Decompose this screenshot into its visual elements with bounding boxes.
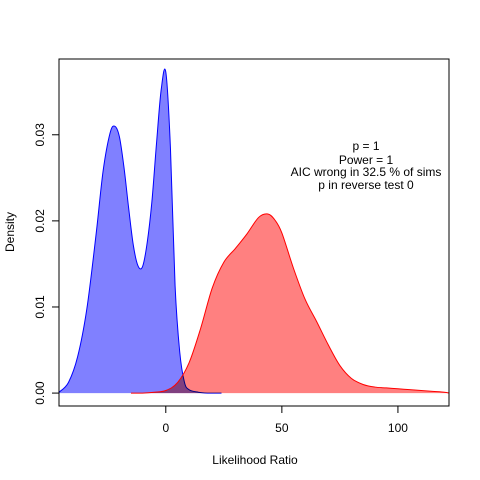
annotation-reverse-test: p in reverse test 0 — [318, 178, 414, 192]
annotation-power: Power = 1 — [339, 153, 394, 167]
y-tick-label: 0.01 — [33, 295, 47, 319]
x-tick-label: 100 — [388, 421, 408, 435]
annotation-block: p = 1 Power = 1 AIC wrong in 32.5 % of s… — [291, 139, 442, 192]
x-tick-label: 50 — [275, 421, 289, 435]
y-axis: 0.00 0.01 0.02 0.03 — [33, 123, 59, 405]
density-area-1 — [59, 68, 222, 394]
annotation-aic: AIC wrong in 32.5 % of sims — [291, 165, 442, 179]
y-axis-label: Density — [3, 212, 17, 252]
density-area-2 — [130, 213, 449, 394]
plot-frame — [58, 58, 450, 407]
y-tick-label: 0.02 — [33, 209, 47, 233]
density-line-2 — [130, 213, 449, 394]
x-axis-label: Likelihood Ratio — [212, 453, 298, 467]
series-layer — [59, 68, 449, 394]
annotation-p: p = 1 — [352, 139, 379, 153]
x-axis: 0 50 100 — [162, 406, 408, 435]
y-tick-label: 0.03 — [33, 123, 47, 147]
y-tick-label: 0.00 — [33, 381, 47, 405]
x-tick-label: 0 — [162, 421, 169, 435]
